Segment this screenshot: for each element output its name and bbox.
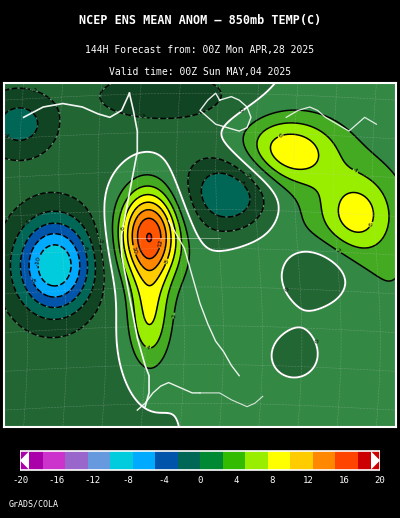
Text: 0: 0 — [197, 476, 203, 485]
Text: -2: -2 — [140, 114, 146, 120]
Text: 2: 2 — [335, 248, 342, 254]
Text: 6: 6 — [278, 133, 283, 139]
Text: 4: 4 — [146, 345, 151, 351]
Bar — [200, 451, 222, 470]
Text: Valid time: 00Z Sun MAY,04 2025: Valid time: 00Z Sun MAY,04 2025 — [109, 67, 291, 77]
Text: -2: -2 — [244, 172, 252, 180]
Bar — [245, 451, 268, 470]
Text: -6: -6 — [82, 245, 88, 252]
Polygon shape — [20, 451, 29, 470]
Bar — [155, 451, 178, 470]
Text: -12: -12 — [84, 476, 100, 485]
Text: 0: 0 — [312, 338, 318, 344]
Text: 0: 0 — [282, 286, 288, 292]
Text: 10: 10 — [131, 246, 138, 254]
Text: 8: 8 — [269, 476, 275, 485]
Bar — [42, 451, 65, 470]
Text: -16: -16 — [48, 476, 64, 485]
Text: 6: 6 — [368, 222, 374, 227]
Text: 2: 2 — [171, 313, 177, 318]
Bar — [268, 451, 290, 470]
Text: -10: -10 — [35, 255, 42, 266]
Bar — [178, 451, 200, 470]
Bar — [222, 451, 245, 470]
Bar — [132, 451, 155, 470]
Text: 8: 8 — [164, 259, 170, 264]
Text: 12: 12 — [157, 239, 164, 247]
Bar — [110, 451, 132, 470]
Bar — [290, 451, 312, 470]
Text: NCEP ENS MEAN ANOM – 850mb TEMP(C): NCEP ENS MEAN ANOM – 850mb TEMP(C) — [79, 13, 321, 26]
Text: -2: -2 — [96, 237, 102, 244]
Text: -4: -4 — [2, 132, 10, 140]
Text: 4: 4 — [352, 168, 358, 174]
Text: -4: -4 — [238, 179, 246, 187]
Text: -20: -20 — [12, 476, 28, 485]
Text: 0: 0 — [240, 107, 246, 113]
Text: -4: -4 — [159, 476, 169, 485]
Bar — [20, 451, 42, 470]
Bar — [312, 451, 335, 470]
Text: 16: 16 — [339, 476, 349, 485]
Text: 12: 12 — [303, 476, 313, 485]
Bar — [88, 451, 110, 470]
Text: -8: -8 — [28, 276, 35, 284]
Text: -4: -4 — [24, 218, 32, 226]
Bar — [358, 451, 380, 470]
Bar — [335, 451, 358, 470]
Polygon shape — [371, 451, 380, 470]
Text: 6: 6 — [121, 226, 126, 231]
Text: -2: -2 — [30, 87, 38, 94]
Bar — [20, 451, 380, 470]
Text: 20: 20 — [375, 476, 385, 485]
Text: -8: -8 — [123, 476, 133, 485]
Text: GrADS/COLA: GrADS/COLA — [9, 499, 59, 508]
Text: 144H Forecast from: 00Z Mon APR,28 2025: 144H Forecast from: 00Z Mon APR,28 2025 — [86, 45, 314, 55]
Bar — [65, 451, 88, 470]
Text: 4: 4 — [233, 476, 239, 485]
